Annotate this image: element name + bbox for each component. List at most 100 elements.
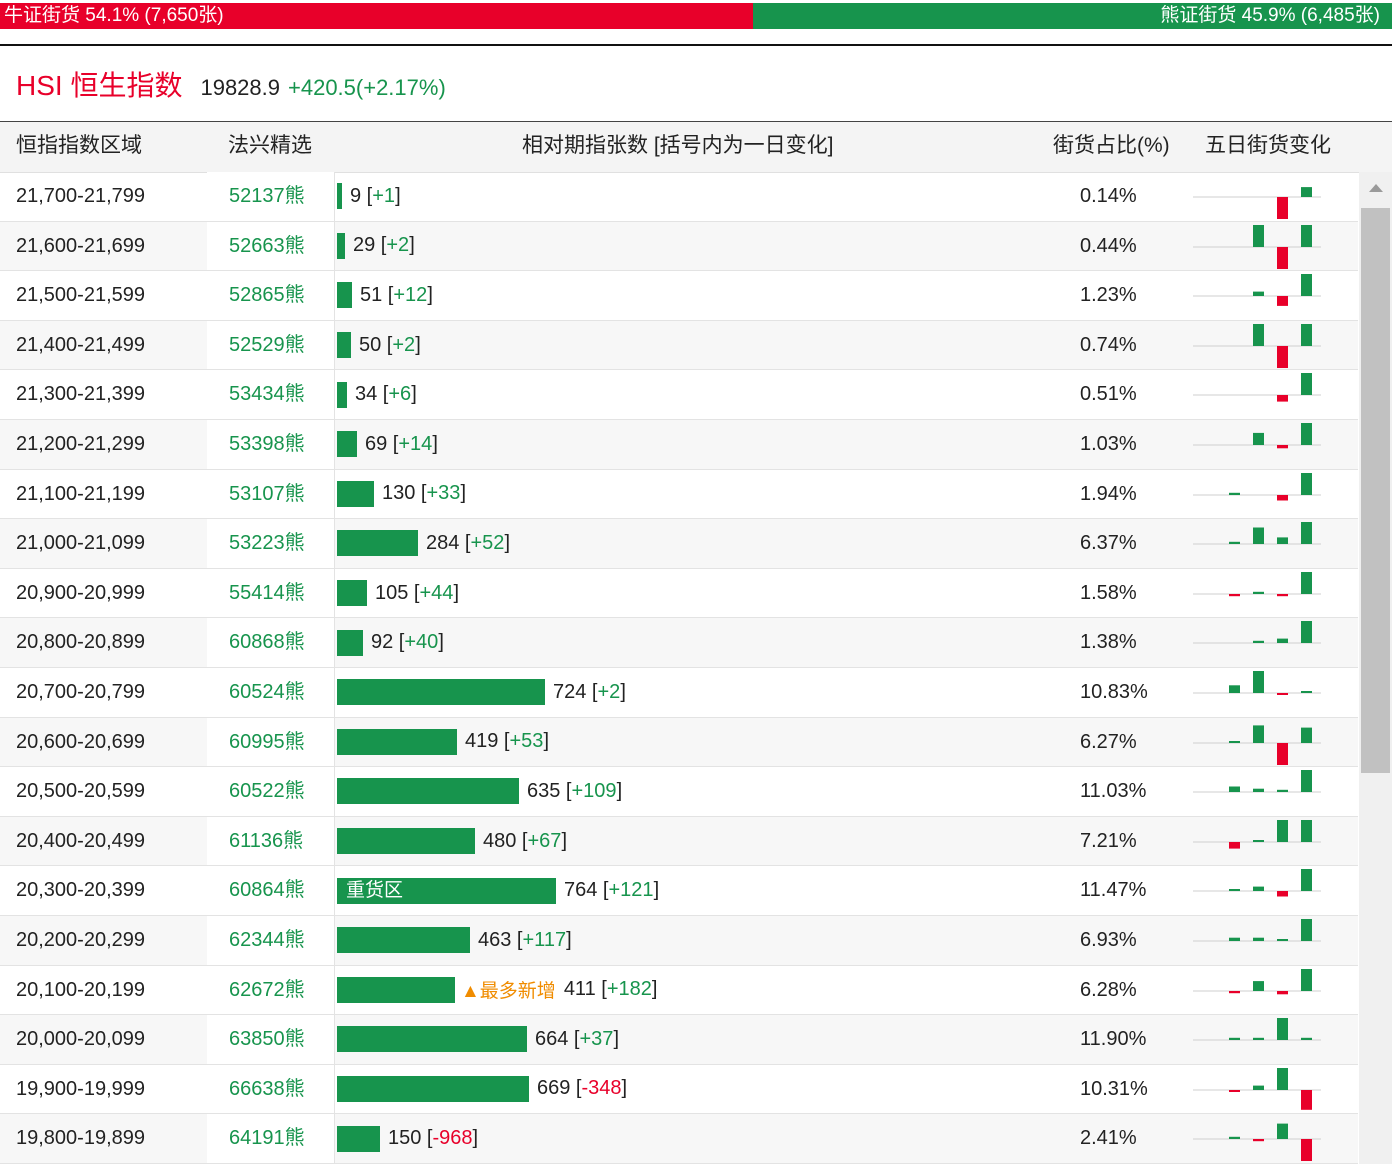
warrant-code-link[interactable]: 64191熊 [229,1127,305,1150]
scrollbar-thumb[interactable] [1361,208,1390,773]
contracts-delta: +117 [522,928,567,951]
warrant-code-link[interactable]: 55414熊 [229,581,305,604]
table-row[interactable]: 20,500-20,599 60522熊 635 [+109] 11.03% [0,767,1358,817]
contracts-cell: 463 [+117] [337,916,572,965]
five-day-change-chart [1193,472,1321,501]
spark-bar [1277,789,1288,793]
spark-bar [1277,891,1288,897]
spark-bar [1301,472,1312,495]
share-cell: 10.31% [1080,1077,1148,1100]
range-cell: 20,800-20,899 [16,631,146,654]
spark-bar [1301,323,1312,346]
header-five-day: 五日街货变化 [1205,134,1331,157]
warrant-code-link[interactable]: 53223熊 [229,532,305,555]
contracts-value: 130 [+33] [382,482,466,505]
spark-bar [1229,685,1240,693]
warrant-code-link[interactable]: 53398熊 [229,432,305,455]
five-day-change-chart [1193,224,1321,269]
table-row[interactable]: 20,400-20,499 61136熊 480 [+67] 7.21% [0,816,1358,867]
spark-bar [1253,291,1264,297]
contracts-value: 635 [+109] [527,779,623,802]
spark-bar [1253,980,1264,991]
share-cell: 11.03% [1080,780,1147,803]
contracts-cell: 9 [+1] [337,172,401,221]
code-cell: 61136熊 [207,816,335,866]
warrant-code-link[interactable]: 52865熊 [229,284,305,307]
scrollbar[interactable] [1359,172,1392,1164]
code-cell: 64191熊 [207,1114,335,1163]
spark-bar [1253,527,1264,545]
warrant-code-link[interactable]: 60868熊 [229,631,305,654]
contracts-delta: +53 [509,730,544,753]
contracts-cell: 664 [+37] [337,1015,619,1064]
warrant-code-link[interactable]: 60995熊 [229,730,305,753]
spark-bar [1301,727,1312,743]
five-day-change-chart [1193,724,1321,765]
warrant-code-link[interactable]: 63850熊 [229,1028,305,1051]
five-day-change-chart [1193,670,1321,695]
table-row[interactable]: 21,500-21,599 52865熊 51 [+12] 1.23% [0,271,1358,321]
spark-bar [1301,1139,1312,1162]
table-row[interactable]: 20,200-20,299 62344熊 463 [+117] 6.93% [0,915,1358,966]
warrant-code-link[interactable]: 60524熊 [229,680,305,703]
five-day-change-chart [1193,373,1321,402]
table-row[interactable]: 21,300-21,399 53434熊 34 [+6] 0.51% [0,370,1358,420]
contracts-bar [337,332,351,359]
spark-bar [1253,432,1264,445]
contracts-delta: +33 [426,482,461,505]
warrant-code-link[interactable]: 60864熊 [229,879,305,902]
spark-bar [1229,1037,1240,1041]
contracts-cell: 69 [+14] [337,420,438,469]
warrant-code-link[interactable]: 60522熊 [229,780,305,803]
table-row[interactable]: 20,100-20,199 62672熊 ▲最多新增 411 [+182] 6.28% [0,965,1358,1016]
table-row[interactable]: 20,000-20,099 63850熊 664 [+37] 11.90% [0,1015,1358,1065]
contracts-cell: ▲最多新增 411 [+182] [337,966,657,1015]
warrant-code-link[interactable]: 61136熊 [229,829,304,852]
contracts-cell: 51 [+12] [337,271,433,320]
warrant-code-link[interactable]: 62672熊 [229,978,305,1001]
table-row[interactable]: 21,400-21,499 52529熊 50 [+2] 0.74% [0,320,1358,371]
table-row[interactable]: 20,300-20,399 60864熊 重货区 764 [+121] 11.47% [0,866,1358,916]
contracts-delta: +121 [608,879,654,902]
table-row[interactable]: 20,700-20,799 60524熊 724 [+2] 10.83% [0,667,1358,718]
warrant-code-link[interactable]: 53107熊 [229,482,305,505]
code-cell: 52663熊 [207,221,335,271]
contracts-delta: +2 [597,680,621,703]
spark-bar [1301,274,1312,297]
table-row[interactable]: 21,100-21,199 53107熊 130 [+33] 1.94% [0,469,1358,520]
contracts-cell: 724 [+2] [337,668,626,717]
share-cell: 1.38% [1080,631,1137,654]
table-row[interactable]: 20,600-20,699 60995熊 419 [+53] 6.27% [0,717,1358,768]
scroll-up-icon[interactable] [1369,184,1383,192]
table-row[interactable]: 19,900-19,999 66638熊 669 [-348] 10.31% [0,1064,1358,1115]
spark-bar [1301,224,1312,247]
range-cell: 20,900-20,999 [16,581,146,604]
contracts-delta: -348 [581,1077,622,1100]
table-row[interactable]: 21,700-21,799 52137熊 9 [+1] 0.14% [0,172,1358,222]
warrant-code-link[interactable]: 52529熊 [229,333,305,356]
spark-bar [1229,937,1240,941]
range-cell: 21,200-21,299 [16,432,146,455]
contracts-delta: +14 [398,432,433,455]
warrant-code-link[interactable]: 53434熊 [229,383,305,406]
table-row[interactable]: 20,900-20,999 55414熊 105 [+44] 1.58% [0,568,1358,619]
contracts-delta: +44 [419,581,454,604]
warrant-code-link[interactable]: 52137熊 [229,185,305,207]
contracts-count: 419 [465,730,499,753]
five-day-change-chart [1193,869,1321,897]
table-row[interactable]: 20,800-20,899 60868熊 92 [+40] 1.38% [0,618,1358,668]
contracts-value: 92 [+40] [371,631,444,654]
index-name[interactable]: HSI 恒生指数 [16,70,183,101]
warrant-code-link[interactable]: 66638熊 [229,1077,305,1100]
table-row[interactable]: 19,800-19,899 64191熊 150 [-968] 2.41% [0,1114,1358,1164]
table-row[interactable]: 21,600-21,699 52663熊 29 [+2] 0.44% [0,221,1358,272]
table-row[interactable]: 21,000-21,099 53223熊 284 [+52] 6.37% [0,519,1358,569]
table-row[interactable]: 21,200-21,299 53398熊 69 [+14] 1.03% [0,419,1358,470]
spark-bar [1253,886,1264,892]
share-cell: 1.58% [1080,581,1137,604]
five-day-change-chart [1193,571,1321,596]
warrant-code-link[interactable]: 62344熊 [229,928,305,951]
spark-bar [1229,1089,1240,1092]
warrant-code-link[interactable]: 52663熊 [229,234,305,257]
contracts-delta: -968 [432,1127,473,1150]
